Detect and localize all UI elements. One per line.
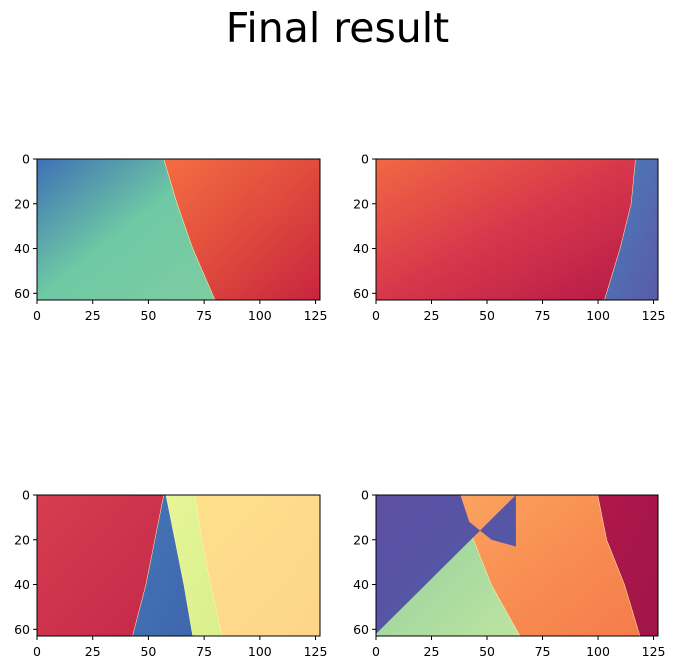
y-tick-label: 60: [14, 286, 30, 301]
axes-frame: [375, 158, 659, 301]
axes-frame: [36, 158, 321, 301]
heatmap-image: [376, 495, 658, 636]
region-crimson: [598, 495, 658, 636]
figure-title: Final result: [225, 4, 450, 52]
y-tick-label: 20: [14, 196, 30, 211]
y-tick-label: 20: [353, 196, 369, 211]
region-right: [164, 159, 320, 300]
axes-frame: [36, 494, 321, 637]
x-tick-label: 100: [586, 644, 610, 659]
y-tick-label: 60: [353, 286, 369, 301]
y-tick-label: 40: [353, 577, 369, 592]
region-red: [37, 495, 164, 636]
x-tick-label: 50: [140, 308, 156, 323]
y-tick-label: 20: [14, 532, 30, 547]
region-light-green: [166, 495, 222, 636]
heatmap-panel-4: 0 25 50 75 100 125 0 20 40 60: [353, 488, 665, 660]
x-tick-label: 100: [248, 308, 272, 323]
heatmap-image: [376, 159, 658, 300]
region-indigo: [376, 495, 516, 634]
x-tick-label: 125: [642, 644, 666, 659]
x-tick-label: 75: [196, 644, 212, 659]
x-tick-label: 25: [85, 644, 101, 659]
y-tick-label: 40: [353, 241, 369, 256]
y-tick-label: 60: [14, 622, 30, 637]
heatmap-panel-1: 0 25 50 75 100 125 0 20 40 60: [14, 152, 327, 324]
x-tick-label: 0: [33, 644, 41, 659]
x-tick-label: 75: [535, 308, 551, 323]
y-tick-label: 0: [22, 152, 30, 167]
x-tick-label: 75: [196, 308, 212, 323]
heatmap-panel-3: 0 25 50 75 100 125 0 20 40 60: [14, 488, 327, 660]
y-tick-label: 0: [361, 488, 369, 503]
y-tick-label: 40: [14, 241, 30, 256]
x-tick-label: 0: [33, 308, 41, 323]
x-tick-label: 25: [85, 308, 101, 323]
y-tick-label: 20: [353, 532, 369, 547]
region-blue: [132, 495, 193, 636]
y-tick-label: 40: [14, 577, 30, 592]
region-left: [376, 159, 636, 300]
heatmap-image: [37, 159, 320, 300]
x-tick-label: 0: [372, 644, 380, 659]
region-right: [604, 159, 658, 300]
heatmap-panel-2: 0 25 50 75 100 125 0 20 40 60: [353, 152, 665, 324]
x-tick-label: 50: [479, 644, 495, 659]
x-tick-label: 125: [642, 308, 666, 323]
x-tick-label: 75: [535, 644, 551, 659]
region-left: [37, 159, 216, 300]
x-tick-label: 25: [424, 308, 440, 323]
x-tick-label: 125: [304, 308, 328, 323]
x-tick-label: 100: [586, 308, 610, 323]
x-tick-label: 50: [140, 644, 156, 659]
x-tick-label: 25: [424, 644, 440, 659]
x-tick-label: 125: [304, 644, 328, 659]
axes-frame: [375, 494, 659, 637]
y-tick-label: 0: [22, 488, 30, 503]
heatmap-image: [37, 495, 320, 636]
y-tick-label: 0: [361, 152, 369, 167]
x-tick-label: 100: [248, 644, 272, 659]
x-tick-label: 50: [479, 308, 495, 323]
y-tick-label: 60: [353, 622, 369, 637]
region-yellow: [195, 495, 320, 636]
x-tick-label: 0: [372, 308, 380, 323]
